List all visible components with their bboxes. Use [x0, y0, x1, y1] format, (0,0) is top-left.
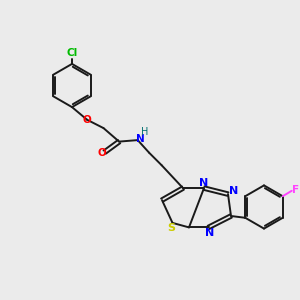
Text: H: H [141, 127, 148, 137]
Text: N: N [136, 134, 145, 145]
Text: N: N [200, 178, 208, 188]
Text: O: O [97, 148, 106, 158]
Text: F: F [292, 184, 299, 195]
Text: Cl: Cl [66, 48, 78, 59]
Text: N: N [229, 185, 238, 196]
Text: N: N [206, 228, 214, 238]
Text: O: O [82, 115, 91, 125]
Text: S: S [167, 223, 175, 233]
